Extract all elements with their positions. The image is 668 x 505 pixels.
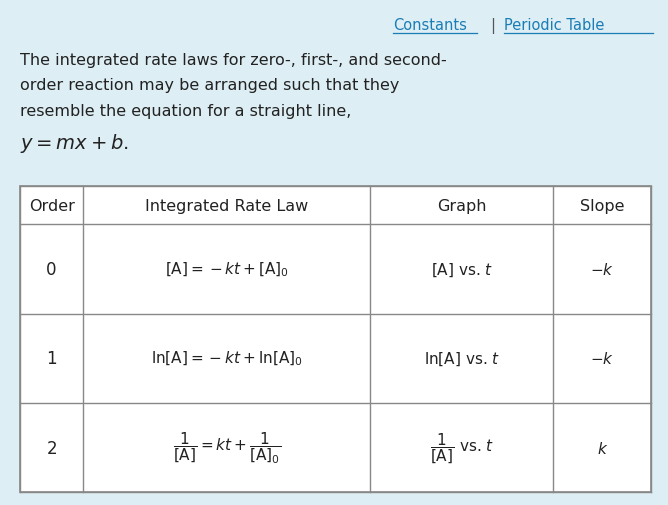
- Text: $\dfrac{1}{[\mathrm{A}]}$ vs. $t$: $\dfrac{1}{[\mathrm{A}]}$ vs. $t$: [430, 431, 494, 465]
- Text: Slope: Slope: [580, 198, 625, 213]
- Text: Integrated Rate Law: Integrated Rate Law: [145, 198, 309, 213]
- Text: Constants: Constants: [393, 18, 467, 33]
- Text: The integrated rate laws for zero-, first-, and second-: The integrated rate laws for zero-, firs…: [20, 53, 447, 68]
- Text: $[\mathrm{A}] = -kt + [\mathrm{A}]_0$: $[\mathrm{A}] = -kt + [\mathrm{A}]_0$: [165, 260, 289, 279]
- Text: $y = mx + b.$: $y = mx + b.$: [20, 131, 129, 154]
- Text: $-k$: $-k$: [591, 262, 615, 277]
- Text: $\dfrac{1}{[\mathrm{A}]} = kt + \dfrac{1}{[\mathrm{A}]_0}$: $\dfrac{1}{[\mathrm{A}]} = kt + \dfrac{1…: [172, 430, 281, 465]
- Text: resemble the equation for a straight line,: resemble the equation for a straight lin…: [20, 104, 351, 119]
- Text: $k$: $k$: [597, 440, 608, 456]
- Text: 1: 1: [46, 349, 57, 368]
- Text: $\ln[\mathrm{A}]$ vs. $t$: $\ln[\mathrm{A}]$ vs. $t$: [424, 350, 500, 367]
- Text: Order: Order: [29, 198, 75, 213]
- Text: Graph: Graph: [437, 198, 487, 213]
- Text: 2: 2: [46, 439, 57, 457]
- Text: 0: 0: [46, 261, 57, 278]
- Text: $-k$: $-k$: [591, 350, 615, 367]
- Text: |: |: [490, 18, 494, 34]
- Text: order reaction may be arranged such that they: order reaction may be arranged such that…: [20, 78, 399, 93]
- Text: $[\mathrm{A}]$ vs. $t$: $[\mathrm{A}]$ vs. $t$: [431, 261, 493, 278]
- Bar: [20, 187, 651, 492]
- Text: Periodic Table: Periodic Table: [504, 18, 605, 33]
- Text: $\ln[\mathrm{A}] = -kt + \ln[\mathrm{A}]_0$: $\ln[\mathrm{A}] = -kt + \ln[\mathrm{A}]…: [151, 349, 303, 368]
